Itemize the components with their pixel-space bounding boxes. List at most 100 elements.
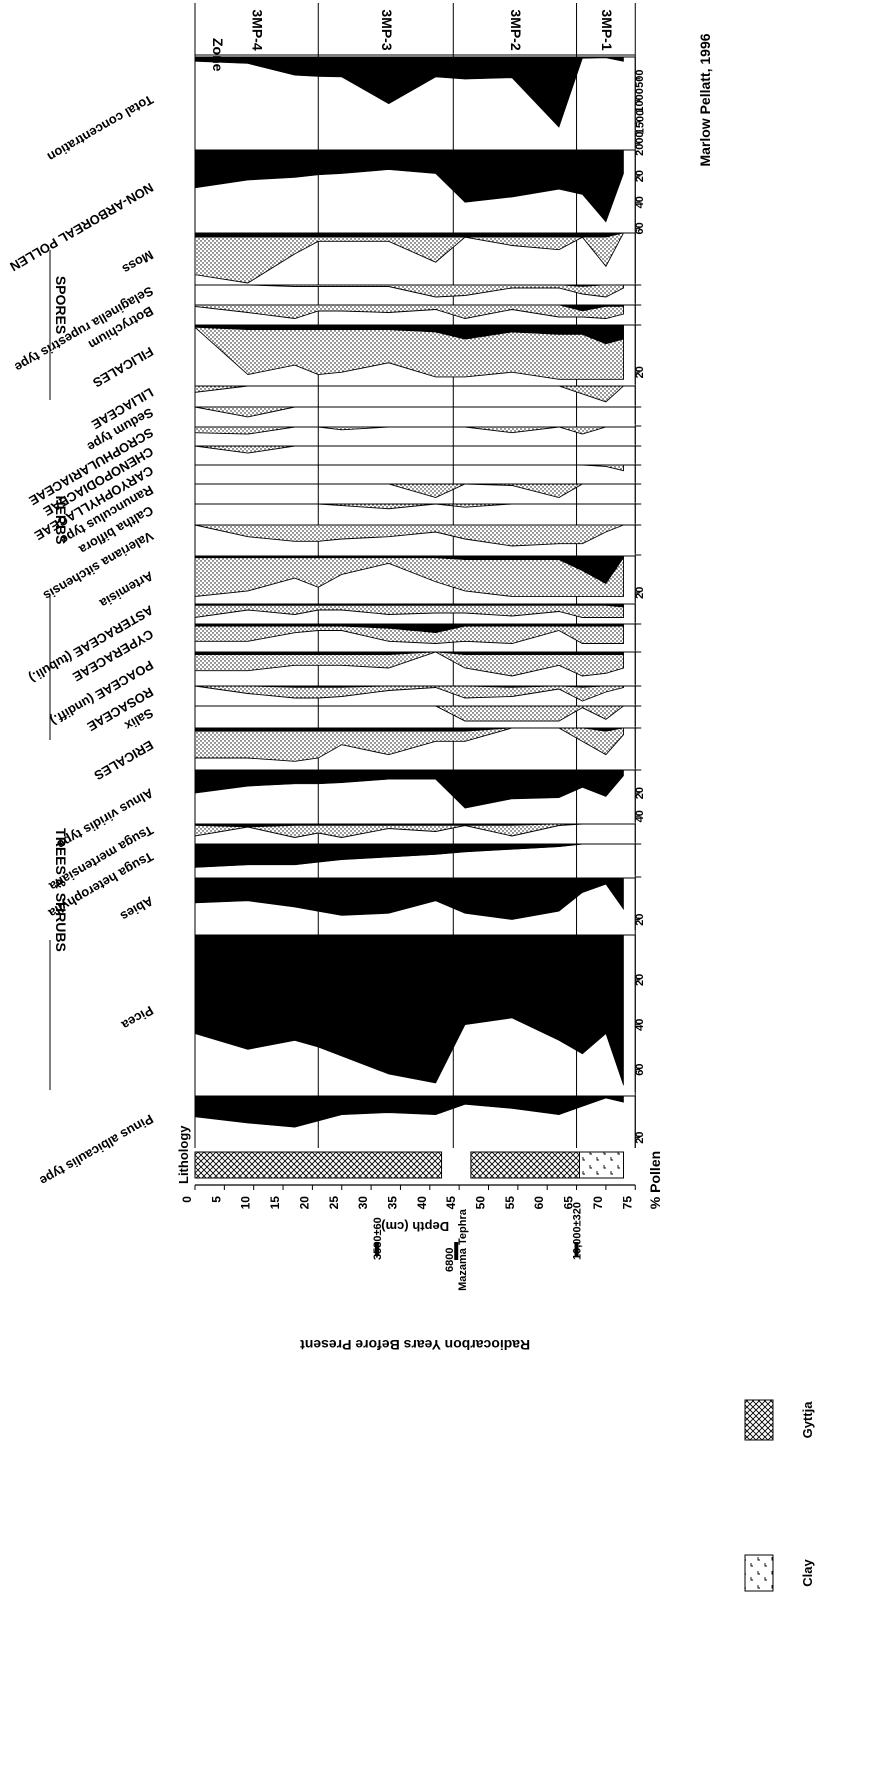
zone-header: Zone — [210, 38, 226, 72]
series-label-6: ERICALES — [91, 737, 156, 783]
depth-tick-label-10: 10 — [239, 1196, 253, 1210]
series-area-0 — [194, 1095, 624, 1128]
panel-picea: 20 40 60 Picea — [118, 934, 646, 1092]
panel-tick-label-25-1: 40 — [634, 196, 646, 208]
depth-tick-label-25: 25 — [327, 1196, 341, 1210]
exaggeration-area-16 — [195, 464, 624, 472]
depth-tick-label-5: 5 — [209, 1196, 223, 1203]
radiocarbon-marker-3 — [574, 1242, 579, 1256]
exaggeration-area-6 — [194, 727, 624, 762]
group-label-1: HERBS — [53, 495, 69, 544]
depth-tick-label-55: 55 — [503, 1196, 517, 1210]
exaggeration-area-17 — [194, 445, 624, 454]
panel-tick-label-21-0: 20 — [634, 366, 646, 378]
zone-label-3MP-4: 3MP-4 — [250, 9, 266, 50]
series-area-9 — [194, 651, 624, 655]
depth-tick-label-70: 70 — [591, 1196, 605, 1210]
panel-tick-label-5-1: 40 — [634, 810, 646, 822]
depth-tick-label-75: 75 — [620, 1196, 634, 1210]
group-label-2: SPORES — [53, 276, 69, 334]
exaggeration-area-21 — [194, 324, 624, 380]
lithology-unit-0 — [194, 1151, 443, 1179]
series-label-26: Total concentration — [45, 92, 156, 165]
panel-tick-label-25-0: 20 — [634, 170, 646, 182]
series-area-5 — [194, 769, 624, 809]
radiocarbon-marker-1 — [454, 1242, 459, 1260]
pollen-axis-label: % Pollen — [647, 1151, 663, 1209]
exaggeration-area-9 — [194, 651, 624, 677]
depth-tick-label-60: 60 — [532, 1196, 546, 1210]
series-area-8 — [195, 685, 624, 688]
legend-swatch-gyttja — [744, 1399, 774, 1441]
legend-label-gyttja: Gyttja — [800, 1401, 815, 1439]
exaggeration-area-11 — [194, 603, 624, 619]
exaggeration-area-19 — [194, 406, 624, 418]
exaggeration-area-24 — [194, 232, 625, 284]
panel-tick-label-2-0: 20 — [634, 913, 646, 925]
credit-text: Marlow Pellatt, 1996 — [697, 33, 713, 166]
panel-filicales: 20 FILICALES — [90, 324, 646, 391]
panel-tick-label-1-2: 60 — [634, 1063, 646, 1075]
legend-swatch-clay — [744, 1554, 774, 1592]
radiocarbon-date-3: 10,000±320 — [572, 1202, 584, 1260]
series-label-2: Abies — [118, 893, 156, 924]
panel-sedum-type: Sedum type — [85, 405, 642, 455]
radiocarbon-date-1: Mazama Tephra — [457, 1208, 469, 1291]
depth-tick-label-15: 15 — [268, 1196, 282, 1210]
zone-label-3MP-2: 3MP-2 — [508, 9, 524, 50]
exaggeration-area-15 — [195, 483, 624, 498]
series-area-6 — [194, 727, 624, 732]
panel-tick-label-26-0: 500 — [634, 69, 646, 87]
series-area-21 — [194, 324, 624, 345]
exaggeration-area-22 — [194, 304, 624, 319]
exaggeration-area-18 — [194, 426, 624, 435]
series-label-0: Pinus albicaulis type — [37, 1111, 156, 1188]
depth-tick-label-40: 40 — [415, 1196, 429, 1210]
panel-tick-label-1-1: 40 — [634, 1019, 646, 1031]
panel-tick-label-12-0: 20 — [634, 587, 646, 599]
depth-tick-label-50: 50 — [474, 1196, 488, 1210]
series-area-25 — [194, 149, 624, 223]
lithology-unit-3 — [578, 1151, 625, 1179]
depth-tick-label-20: 20 — [297, 1196, 311, 1210]
panel-liliaceae: LILIACEAE — [89, 385, 642, 432]
zone-label-3MP-1: 3MP-1 — [599, 9, 615, 50]
panel-tick-label-5-0: 20 — [634, 787, 646, 799]
panel-moss: Moss — [120, 232, 642, 286]
series-label-24: Moss — [120, 247, 156, 277]
series-area-23 — [195, 284, 624, 287]
lithology-unit-2 — [470, 1151, 580, 1179]
series-area-4 — [194, 823, 624, 828]
exaggeration-area-10 — [194, 623, 624, 644]
panel-tick-label-1-0: 20 — [634, 974, 646, 986]
zone-label-3MP-3: 3MP-3 — [379, 9, 395, 50]
depth-tick-label-45: 45 — [444, 1196, 458, 1210]
depth-tick-label-0: 0 — [180, 1196, 194, 1203]
exaggeration-area-12 — [194, 555, 624, 597]
depth-tick-label-30: 30 — [356, 1196, 370, 1210]
series-area-22 — [195, 304, 624, 312]
panel-tick-label-26-2: 1500 — [634, 110, 646, 134]
panel-tick-label-0-0: 20 — [634, 1131, 646, 1143]
radiocarbon-axis-label: Radiocarbon Years Before Present — [300, 1337, 530, 1353]
legend-label-clay: Clay — [800, 1559, 815, 1587]
panel-tick-label-25-2: 60 — [634, 222, 646, 234]
panel-abies: 20 Abies — [118, 877, 646, 930]
exaggeration-area-8 — [194, 685, 624, 702]
series-area-12 — [194, 555, 624, 584]
lithology-label: Lithology — [176, 1125, 191, 1184]
series-area-26 — [194, 56, 624, 128]
exaggeration-area-20 — [194, 385, 625, 403]
radiocarbon-date-0: 3530±60 — [372, 1217, 384, 1260]
radiocarbon-marker-0 — [374, 1242, 379, 1256]
exaggeration-area-13 — [194, 524, 624, 547]
exaggeration-area-7 — [195, 705, 625, 722]
group-label-0: TREES & SHRUBS — [53, 828, 69, 952]
depth-tick-label-35: 35 — [385, 1196, 399, 1210]
series-label-1: Picea — [118, 1003, 156, 1033]
panel-tick-label-26-1: 1000 — [634, 88, 646, 112]
